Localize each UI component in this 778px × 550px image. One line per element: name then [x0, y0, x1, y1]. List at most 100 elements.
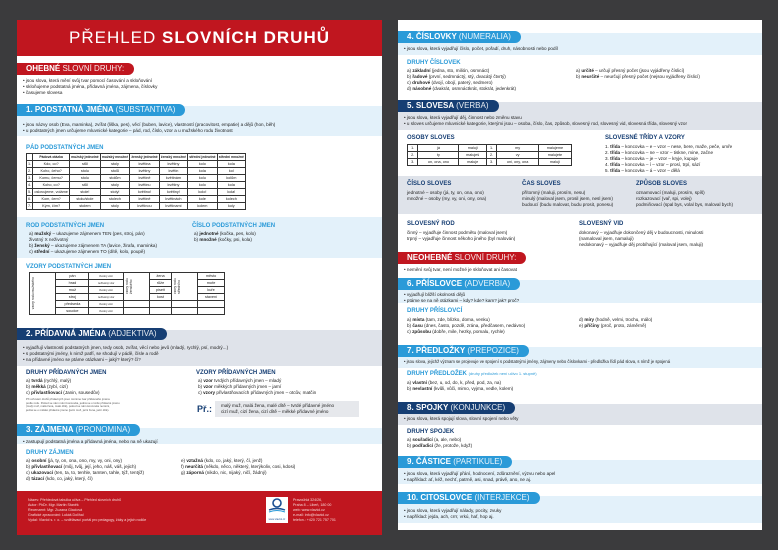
table-cell: kola — [216, 181, 247, 189]
table-cell: kolu — [187, 174, 218, 182]
text-line: Pravoúhlá 324/26, — [293, 498, 323, 502]
predlozky-list: a) vlastní (bez, u, od, do, k, před, pod… — [407, 380, 513, 392]
s5-heading: 5. SLOVESA (VERBA) — [398, 100, 499, 112]
text-line: b) ženský – ukazujeme zájmenem TA (lavic… — [29, 243, 158, 248]
pattern-cell: soudce — [55, 307, 90, 315]
cislo-heading: ČÍSLO PODSTATNÝCH JMEN — [192, 223, 276, 229]
table-cell: malujeme — [537, 144, 573, 152]
text-line: Autor: PhDr. Mgr. Martin Staněk — [28, 503, 79, 507]
text-line: e) vztažná (kdo, co, jaký, který, čí, je… — [181, 458, 263, 463]
s7-bullets: • jsou slova, jejichž význam se projevuj… — [404, 359, 670, 365]
text-line: (malý muž, malá žena, malé dítě), pokud … — [26, 404, 110, 409]
s8-bullets: • jsou slova, která spojují slova, slovn… — [404, 416, 518, 422]
table-cell: květině — [129, 174, 160, 182]
footer-credits: Název: Přehledová tabulka učiva – Přehle… — [28, 498, 146, 523]
text-line: telefon.: +420 721 757 701 — [293, 518, 336, 522]
pad-heading: PÁD PODSTATNÝCH JMEN — [26, 145, 104, 151]
text-line: • jsou slova, která vyjadřují děj, činno… — [404, 115, 522, 120]
table-cell: já — [417, 144, 460, 152]
druhy-zajmen-heading: DRUHY ZÁJMEN — [26, 450, 74, 456]
text-line: rozkazovací (vař, spi, volej) — [636, 196, 692, 201]
text-line: a) souřadicí (a, ale, nebo) — [407, 437, 462, 442]
osoby-heading: OSOBY SLOVES — [407, 135, 455, 141]
text-line: • ptáme se na ně otázkami – kdy? kde? ka… — [404, 298, 520, 303]
pattern-note: neživotný vzor — [88, 293, 124, 301]
text-line: • například: ať, kéž, nechť, patrně, asi… — [404, 477, 532, 482]
table-row: 1. Kdo, co? stůl stoly květina květiny kolo kol… — [25, 160, 247, 168]
s1-heading: 1. PODSTATNÁ JMÉNA (SUBSTANTIVA) — [17, 104, 186, 116]
text-line: 4. třída – koncovka – í – vzor – prosí, … — [605, 162, 701, 167]
pattern-note: neživotný vzor — [88, 279, 124, 287]
vzory-pridavnych-list: a) vzor tvrdých přídavných jmen – mladý b… — [198, 378, 316, 396]
s5-bullets: • jsou slova, která vyjadřují děj, činno… — [404, 115, 687, 127]
table-cell: květinou — [129, 202, 160, 210]
rod-list: a) mužský – ukazujeme zájmenem TEN (pes,… — [29, 231, 157, 255]
text-line: • jsou slova, která vyjadřují číslo, poč… — [404, 46, 558, 51]
table-row: 2. ty maluješ 2. vy malujete — [406, 151, 573, 159]
prislovce-col2: d) míry (hodně, velmi, trochu, málo) e) p… — [579, 317, 652, 329]
table-cell: 2. — [485, 151, 498, 159]
text-line: b) přivlastňovací (můj, tvůj, její, jeho… — [26, 464, 137, 469]
column-header: mužský jednotné — [69, 153, 101, 161]
vzory-pridavnych-heading: VZORY PŘÍDAVNÝCH JMEN — [196, 370, 276, 376]
neohebne-bullets: • nemění svůj tvar, není možné je skloňo… — [404, 267, 517, 273]
page-title: PŘEHLED SLOVNÍCH DRUHŮ — [17, 20, 382, 56]
text-line: Grafické zpracování: Lukáš Dolihal — [28, 513, 84, 517]
slovesny-vid-list: dokonavý – vyjadřuje dokončený děj v bud… — [579, 230, 703, 248]
text-line: • jsou slova, jejichž význam se projevuj… — [404, 359, 671, 364]
table-row: 5. oslovujeme, voláme stole! stoly! květino!… — [25, 188, 247, 196]
table-cell: stoly! — [99, 188, 131, 196]
text-line: a) osobní (já, ty, on, ona, ono, my, vy,… — [26, 458, 123, 463]
table-cell: kolo — [187, 181, 218, 189]
pattern-cell: žena — [149, 272, 172, 280]
slovesny-rod-list: činný – vyjadřuje činnost podmětu (malov… — [407, 230, 515, 242]
slovesny-vid-heading: SLOVESNÝ VID — [579, 221, 624, 227]
text-line: d) míry (hodně, velmi, trochu, málo) — [579, 317, 653, 322]
right-page: 4. ČÍSLOVKY (NUMERALIA) • jsou slova, kt… — [398, 20, 762, 530]
text-line: • s podstatnými jmény, k nimž patří, se … — [23, 351, 159, 356]
text-line: jedná se o měkké přídavné jméno (jarní m… — [26, 407, 110, 412]
example-box: malý muž, malá žena, malé dítě – tvrdé p… — [215, 401, 359, 417]
kategorie-band — [398, 176, 762, 214]
text-line: minulý (maloval jsem, prosil jsem, nesl … — [522, 196, 613, 201]
text-line: životný X neživotný — [29, 237, 69, 242]
text-line: dokonavý – vyjadřuje dokončený děj v bud… — [579, 230, 704, 235]
pattern-cell: stroj — [55, 293, 90, 301]
text-line: a) mužský – ukazujeme zájmenem TEN (pes,… — [29, 231, 145, 236]
vzory-heading: VZORY PODSTATNÝCH JMEN — [26, 264, 112, 270]
text-line: a) jednotné (kočka, pes, kolo) — [194, 231, 256, 236]
table-cell: Koho, co? — [32, 181, 71, 189]
text-line: podmiňovací (spal bys, volal bys, malova… — [636, 202, 734, 207]
example-label: Př.: — [197, 404, 213, 414]
table-cell: stolem — [69, 202, 101, 210]
text-line: a) vzor tvrdých přídavných jmen – mladý — [198, 378, 282, 383]
ohebne-bullets: • jsou slova, která mění svůj tvar pomoc… — [23, 78, 157, 96]
s4-bullets: • jsou slova, která vyjadřují číslo, poč… — [404, 46, 558, 52]
text-line: • vyjadřují vlastnosti podstatných jmen,… — [23, 345, 229, 350]
table-cell: květinách — [158, 195, 189, 203]
text-line: budoucí (budu malovat, budu prosit, pone… — [522, 202, 614, 207]
table-row: 6. Kom, čem? stolu/stole stolech květině květ… — [25, 195, 247, 203]
pridavna-note: Při určování druhů přídavných jmen měním… — [26, 397, 120, 412]
text-line: • nemění svůj tvar, není možné je skloňo… — [404, 267, 517, 272]
table-cell: vy — [496, 151, 539, 159]
s9-heading: 9. ČÁSTICE (PARTIKULE) — [398, 456, 513, 468]
table-cell: stůl — [69, 181, 101, 189]
s6-bullets: • vyjadřují bližší okolnosti dějů • ptáme… — [404, 292, 519, 304]
table-cell: kole — [187, 195, 218, 203]
spojky-list: a) souřadicí (a, ale, nebo) b) podřadicí … — [407, 437, 472, 449]
zpusob-sloves-list: oznamovací (maluji, prosím, spíš) rozkazo… — [636, 190, 733, 208]
zajmena-col2: e) vztažná (kdo, co, jaký, který, čí, je… — [181, 458, 295, 476]
table-cell: oni, ony, ona — [496, 158, 539, 166]
pattern-cell: hrad — [55, 279, 90, 287]
table-cell: stoly — [99, 202, 131, 210]
cislo-sloves-heading: ČÍSLO SLOVES — [407, 181, 452, 187]
table-cell: stoly — [99, 181, 131, 189]
text-line: d) násobné (dvakrát, osmnáctkrát, stokrá… — [407, 86, 517, 91]
s10-heading: 10. CITOSLOVCE (INTERJEKCE) — [398, 492, 540, 504]
tridy-heading: SLOVESNÉ TŘÍDY A VZORY — [605, 135, 685, 141]
table-cell: květinám — [158, 174, 189, 182]
publisher-logo: www.vlaviol.cz — [266, 497, 288, 523]
pattern-cell: předseda — [55, 300, 90, 308]
table-cell: Kým, čím? — [32, 202, 71, 210]
